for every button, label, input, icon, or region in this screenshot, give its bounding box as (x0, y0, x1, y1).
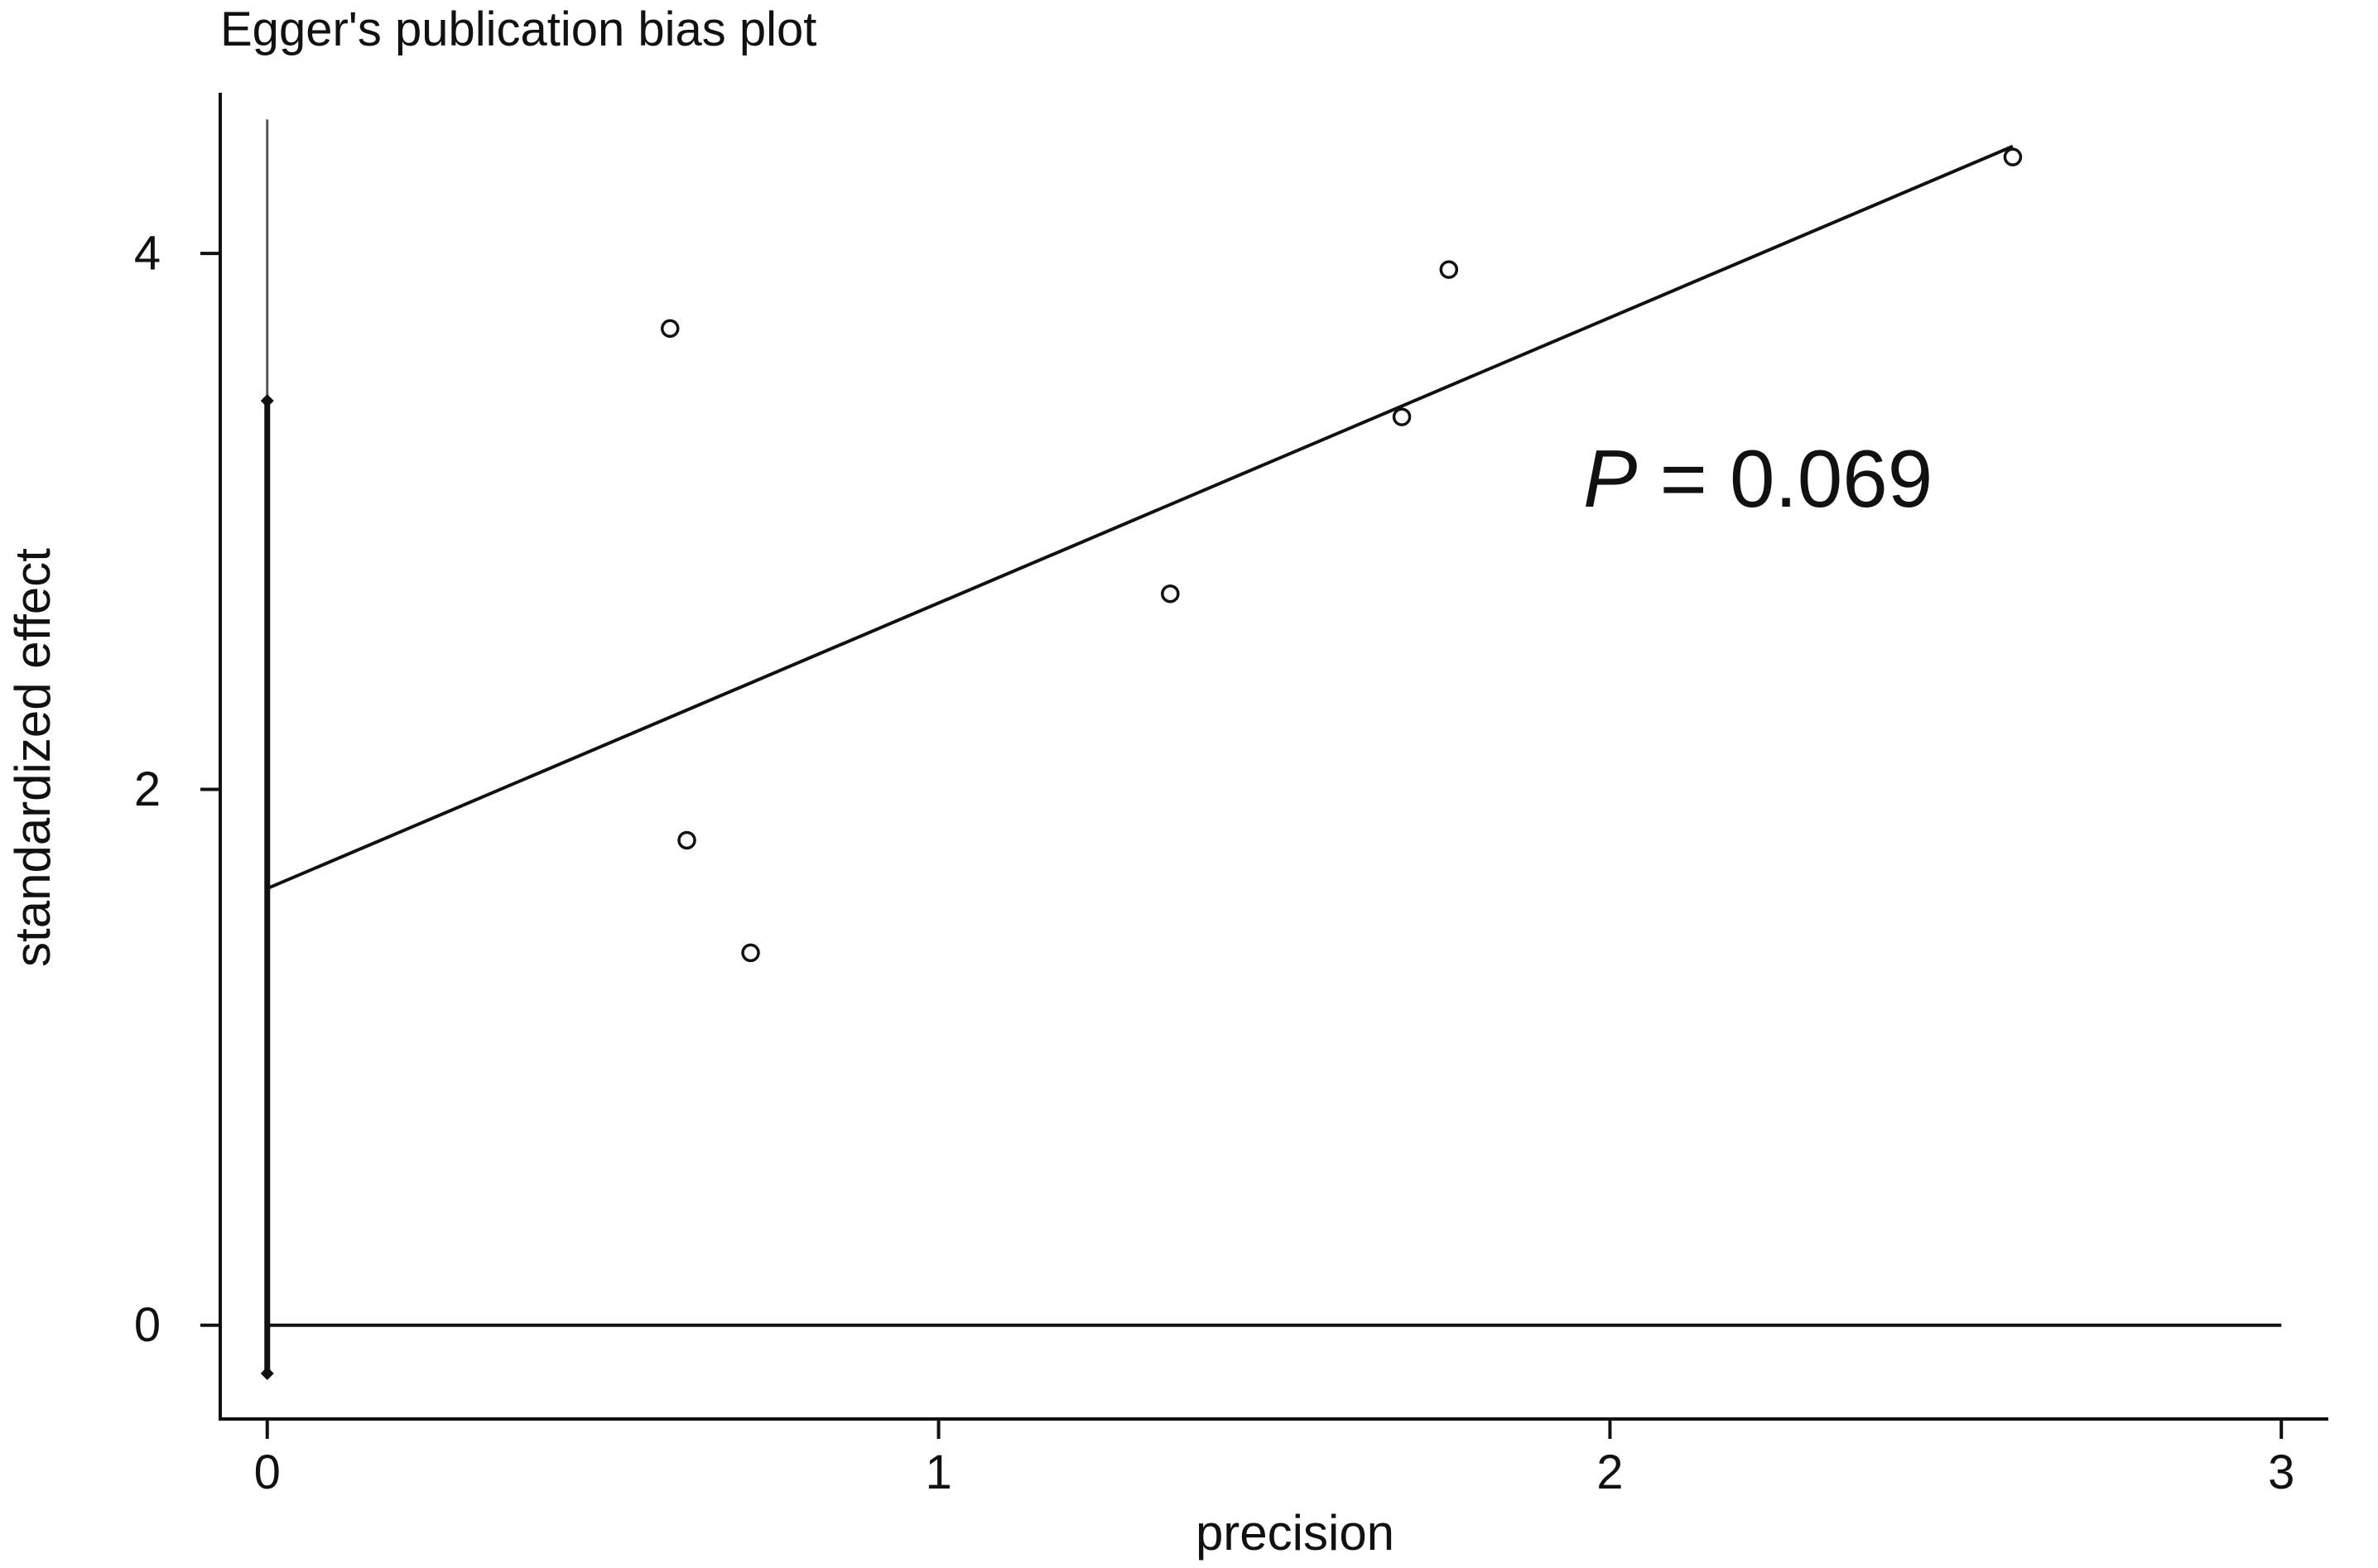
x-tick-label: 3 (2268, 1445, 2294, 1499)
y-tick-label: 4 (134, 227, 161, 281)
data-point (661, 319, 680, 339)
p-value-label: P (1583, 433, 1637, 524)
p-value-text: = 0.069 (1637, 433, 1933, 524)
p-value-annotation: P = 0.069 (1583, 433, 1933, 524)
data-point (677, 830, 696, 850)
data-point (1392, 407, 1412, 426)
x-axis-ticks: 0 1 2 3 (254, 1419, 2294, 1499)
y-tick-label: 2 (134, 762, 161, 816)
y-axis-label: standardized effect (5, 548, 60, 967)
x-tick-label: 2 (1596, 1445, 1623, 1499)
y-axis-ticks: 0 2 4 (134, 227, 220, 1352)
intercept-ci-endpoint (260, 1366, 274, 1380)
y-tick-label: 0 (134, 1298, 161, 1352)
data-point (1161, 584, 1180, 604)
regression-line (266, 144, 2014, 891)
plot-marks (260, 119, 2282, 1380)
data-point (741, 943, 760, 963)
data-point (2003, 147, 2023, 166)
x-tick-label: 0 (254, 1445, 281, 1499)
x-tick-label: 1 (925, 1445, 951, 1499)
x-axis-label: precision (1196, 1505, 1394, 1561)
data-point (1439, 260, 1459, 279)
intercept-ci-endpoint (260, 394, 274, 408)
chart-title: Egger's publication bias plot (220, 2, 816, 56)
